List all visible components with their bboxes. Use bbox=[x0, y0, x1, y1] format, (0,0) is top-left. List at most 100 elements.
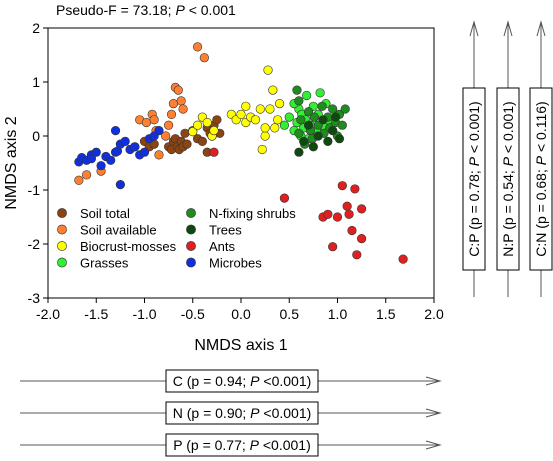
data-point bbox=[279, 193, 290, 203]
data-point bbox=[139, 147, 150, 157]
data-point bbox=[279, 120, 290, 130]
data-point bbox=[352, 250, 362, 260]
arrow-head bbox=[425, 376, 442, 386]
vector-label: C (p = 0.94; P <0.001) bbox=[173, 373, 312, 389]
arrow-head bbox=[503, 20, 513, 37]
vector-label-box bbox=[165, 369, 319, 393]
data-point bbox=[260, 131, 270, 141]
data-point bbox=[294, 128, 304, 138]
data-point bbox=[270, 123, 280, 133]
legend-marker bbox=[57, 257, 67, 268]
data-point bbox=[154, 150, 164, 160]
data-point bbox=[192, 42, 203, 52]
legend-label: Biocrust-mosses bbox=[80, 239, 177, 254]
data-point bbox=[294, 96, 304, 106]
data-point bbox=[166, 109, 177, 119]
data-point bbox=[337, 181, 347, 191]
data-point bbox=[173, 85, 183, 95]
data-point bbox=[342, 201, 352, 211]
arrow-head bbox=[425, 440, 442, 450]
data-point bbox=[263, 65, 273, 75]
data-point bbox=[302, 90, 312, 101]
data-point bbox=[323, 209, 333, 219]
bottom-vectors: C (p = 0.94; P <0.001) N (p = 0.90; P <0.… bbox=[20, 369, 442, 457]
x-tick-label: 0.0 bbox=[231, 306, 251, 322]
data-point bbox=[255, 104, 265, 114]
legend-marker bbox=[186, 208, 196, 218]
vector-label: C:N (p = 0.68; P < 0.116) bbox=[533, 101, 549, 256]
data-point bbox=[284, 112, 294, 122]
y-tick-label: 2 bbox=[32, 20, 40, 36]
legend-marker bbox=[186, 257, 196, 268]
data-point bbox=[212, 115, 222, 125]
x-axis-label: NMDS axis 1 bbox=[194, 337, 287, 354]
data-point bbox=[209, 126, 219, 136]
data-point bbox=[309, 112, 319, 122]
x-tick-label: -1.5 bbox=[84, 306, 108, 322]
vector-label-box bbox=[165, 401, 319, 425]
data-point bbox=[96, 161, 106, 171]
legend-label: Trees bbox=[209, 223, 242, 238]
data-point bbox=[202, 117, 212, 128]
data-point bbox=[182, 139, 192, 149]
legend-marker bbox=[186, 224, 196, 235]
data-point bbox=[347, 225, 357, 236]
data-point bbox=[318, 115, 328, 125]
y-axis-label: NMDS axis 2 bbox=[3, 116, 20, 209]
y-axis: 2 1 0 -1 -2 -3 bbox=[28, 20, 48, 306]
data-point bbox=[323, 136, 333, 146]
vector-label-box bbox=[529, 87, 553, 271]
data-point bbox=[299, 136, 309, 146]
data-point bbox=[317, 101, 327, 111]
data-point bbox=[86, 154, 97, 164]
data-point bbox=[130, 142, 140, 152]
vector-label-box bbox=[165, 433, 319, 457]
data-point bbox=[303, 120, 314, 130]
data-point bbox=[340, 104, 350, 114]
data-point bbox=[294, 147, 304, 157]
data-point bbox=[328, 242, 338, 252]
data-point bbox=[106, 155, 116, 165]
data-point bbox=[115, 180, 125, 190]
legend-marker bbox=[186, 241, 196, 251]
y-tick-label: 1 bbox=[32, 74, 40, 90]
data-point bbox=[260, 123, 270, 133]
data-point bbox=[303, 107, 314, 117]
x-tick-label: 2.0 bbox=[424, 306, 444, 322]
data-point bbox=[334, 134, 345, 144]
arrow-head bbox=[536, 20, 546, 37]
vector-label: P (p = 0.77; P <0.001) bbox=[173, 437, 311, 453]
data-point bbox=[91, 147, 101, 157]
vector-label-box bbox=[496, 87, 520, 271]
x-tick-label: 1.5 bbox=[376, 306, 396, 322]
data-point bbox=[176, 96, 186, 106]
data-points bbox=[74, 42, 408, 264]
data-point bbox=[141, 117, 152, 128]
chart-title: Pseudo-F = 73.18; P < 0.001 bbox=[56, 2, 236, 18]
vector-label: C:P (p = 0.78; P < 0.001) bbox=[466, 101, 482, 256]
data-point bbox=[292, 85, 302, 95]
data-point bbox=[337, 120, 347, 130]
data-point bbox=[188, 127, 198, 137]
data-point bbox=[120, 136, 130, 146]
legend-label: Grasses bbox=[80, 256, 129, 271]
x-tick-label: 0.5 bbox=[280, 306, 300, 322]
data-point bbox=[74, 175, 84, 185]
legend-label: Microbes bbox=[209, 256, 262, 271]
vector-label-box bbox=[462, 87, 486, 271]
data-point bbox=[315, 88, 325, 98]
data-point bbox=[275, 98, 285, 109]
data-point bbox=[296, 115, 306, 125]
x-axis: -2.0 -1.5 -1.0 -0.5 0.0 0.5 1.0 1.5 2.0 bbox=[36, 298, 444, 322]
data-point bbox=[330, 112, 341, 122]
legend-label: Ants bbox=[209, 239, 236, 254]
data-point bbox=[197, 136, 207, 146]
data-point bbox=[265, 104, 275, 114]
data-point bbox=[328, 126, 338, 136]
data-point bbox=[164, 120, 174, 130]
x-tick-label: -1.0 bbox=[132, 306, 156, 322]
data-point bbox=[313, 131, 323, 141]
legend-marker bbox=[57, 208, 67, 218]
legend-label: Soil available bbox=[80, 223, 157, 238]
